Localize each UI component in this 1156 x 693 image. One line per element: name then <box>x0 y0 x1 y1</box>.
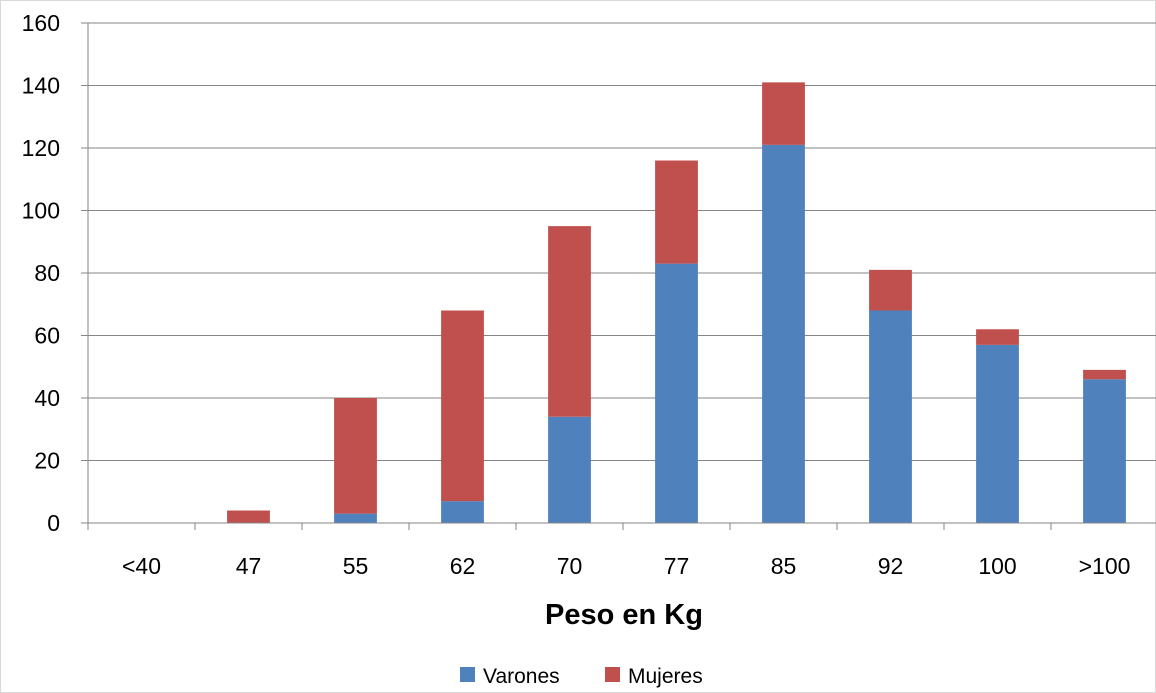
x-tick-label: <40 <box>122 553 161 579</box>
y-tick-labels: 0 20 40 60 80 100 120 140 160 <box>22 10 60 536</box>
x-tick-labels: <40 47 55 62 70 77 85 92 100 >100 <box>122 553 1130 579</box>
bar-mujeres-4 <box>548 226 591 417</box>
bar-varones-2 <box>334 513 377 523</box>
bar-mujeres-7 <box>869 269 912 311</box>
bar-mujeres-2 <box>334 398 377 514</box>
bars <box>227 82 1126 523</box>
bar-mujeres-3 <box>441 310 484 502</box>
x-tick-label: 100 <box>978 553 1016 579</box>
y-tick-label: 120 <box>22 135 60 161</box>
y-tick-label: 40 <box>34 385 60 411</box>
legend: Varones Mujeres <box>460 665 703 688</box>
x-tick-label: 55 <box>343 553 369 579</box>
x-tick-label: 77 <box>664 553 690 579</box>
legend-swatch-mujeres <box>605 667 620 682</box>
legend-swatch-varones <box>460 667 475 682</box>
x-axis-title: Peso en Kg <box>545 599 703 631</box>
legend-label-varones: Varones <box>483 665 560 688</box>
axes <box>81 22 1156 530</box>
y-tick-label: 20 <box>34 448 60 474</box>
bar-mujeres-6 <box>762 82 805 145</box>
bar-mujeres-5 <box>655 160 698 264</box>
bar-varones-8 <box>976 344 1019 523</box>
y-tick-label: 60 <box>34 323 60 349</box>
x-tick-label: 85 <box>771 553 797 579</box>
x-tick-label: 92 <box>878 553 904 579</box>
bar-mujeres-9 <box>1083 369 1126 380</box>
bar-varones-4 <box>548 416 591 523</box>
x-tick-label: 47 <box>236 553 262 579</box>
bar-varones-3 <box>441 501 484 523</box>
y-tick-label: 100 <box>22 198 60 224</box>
legend-label-mujeres: Mujeres <box>628 665 703 688</box>
x-tick-label: 70 <box>557 553 583 579</box>
bar-varones-5 <box>655 263 698 523</box>
y-tick-label: 80 <box>34 260 60 286</box>
y-tick-label: 160 <box>22 10 60 36</box>
bar-varones-7 <box>869 310 912 523</box>
y-tick-label: 0 <box>47 510 60 536</box>
x-tick-label: 62 <box>450 553 476 579</box>
bar-mujeres-8 <box>976 329 1019 345</box>
x-tick-label: >100 <box>1079 553 1131 579</box>
bar-varones-6 <box>762 144 805 523</box>
bar-mujeres-1 <box>227 510 270 523</box>
bar-varones-9 <box>1083 379 1126 523</box>
y-tick-label: 140 <box>22 73 60 99</box>
